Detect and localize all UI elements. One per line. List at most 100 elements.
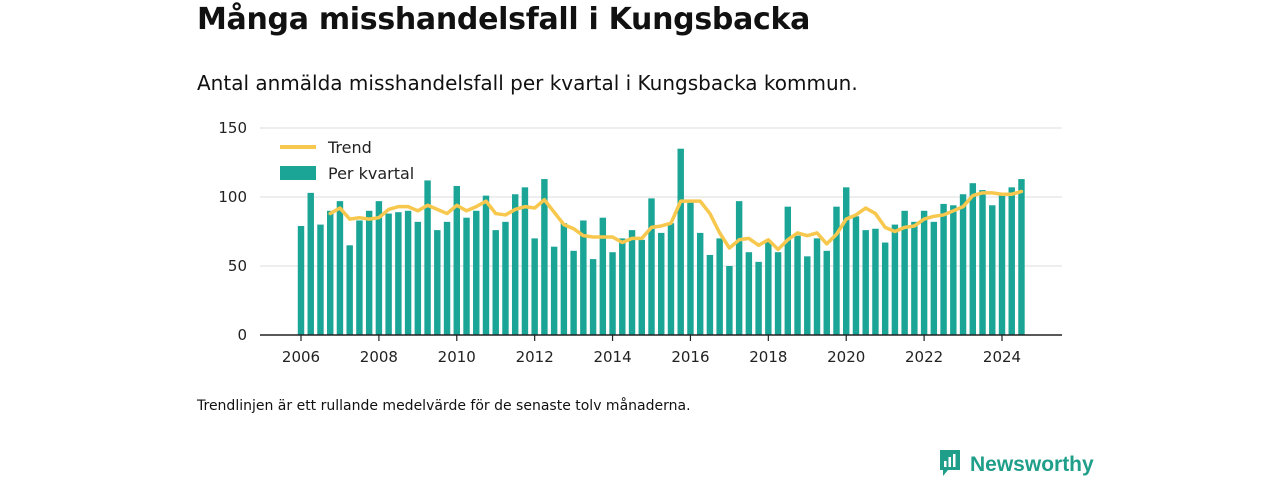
bar [969, 183, 977, 335]
legend: Trend Per kvartal [280, 138, 414, 183]
bar [765, 241, 772, 335]
x-tick-label: 2006 [282, 348, 320, 366]
bar [920, 210, 928, 335]
bar [930, 221, 938, 335]
bar [443, 221, 451, 335]
bar [862, 230, 869, 335]
bar [774, 252, 782, 335]
bar [667, 223, 675, 335]
bar [901, 210, 908, 335]
bar [619, 238, 626, 335]
bar [940, 203, 947, 335]
footnote: Trendlinjen är ett rullande medelvärde f… [197, 398, 691, 414]
axes: 0 50 100 150 2006 2008 2010 2012 2014 2016 2018 202… [218, 119, 1062, 366]
x-tick-label: 2016 [671, 348, 709, 366]
bar [580, 220, 587, 335]
bar [823, 250, 830, 335]
bar [307, 192, 314, 335]
bar [726, 266, 733, 335]
bar [950, 205, 957, 335]
bar [833, 206, 840, 335]
bar-series [297, 148, 1025, 335]
bar [735, 201, 743, 335]
bar [1008, 187, 1015, 335]
quarterly-assault-chart: 0 50 100 150 2006 2008 2010 2012 2014 2016 2018 202… [218, 119, 1062, 366]
bar [648, 198, 655, 335]
bar [852, 216, 860, 335]
bar [638, 239, 645, 335]
bar [755, 261, 762, 335]
bar [560, 223, 568, 335]
x-tick-label: 2024 [983, 348, 1021, 366]
bar [541, 179, 548, 335]
bar [346, 245, 353, 335]
newsworthy-logo-icon [938, 448, 962, 482]
brand-logo[interactable]: Newsworthy [938, 450, 1094, 480]
brand-name: Newsworthy [970, 453, 1094, 476]
trend-line [328, 189, 1024, 252]
bar [998, 192, 1006, 335]
bar [843, 187, 850, 335]
bar [891, 224, 899, 335]
chart-title: Många misshandelsfall i Kungsbacka [197, 2, 811, 37]
bar [589, 259, 597, 335]
bar [473, 210, 480, 335]
bar [414, 221, 422, 335]
bar [599, 217, 607, 335]
bar [706, 254, 714, 335]
bar [959, 194, 967, 335]
bar [375, 201, 383, 335]
bar [804, 256, 811, 335]
x-tick-label: 2012 [516, 348, 554, 366]
y-tick-label: 150 [218, 119, 247, 137]
x-tick-label: 2008 [360, 348, 398, 366]
bar [463, 217, 470, 335]
chart-subtitle: Antal anmälda misshandelsfall per kvarta… [197, 71, 858, 95]
bar [550, 246, 558, 335]
bar [881, 242, 889, 335]
legend-bars-swatch [280, 166, 316, 180]
bar [521, 187, 529, 335]
bar [502, 221, 509, 335]
bar [794, 235, 801, 335]
bar [570, 250, 577, 335]
bar [609, 252, 616, 335]
bar [385, 213, 392, 335]
bar [434, 230, 441, 335]
bar [745, 252, 753, 335]
trend-series [328, 189, 1024, 252]
bar [677, 148, 684, 335]
bar [687, 202, 694, 335]
y-tick-label: 100 [218, 188, 247, 206]
x-tick-label: 2010 [438, 348, 476, 366]
bar [979, 190, 986, 335]
bar [336, 201, 344, 335]
bar [628, 230, 636, 335]
legend-trend-label: Trend [327, 138, 372, 157]
bar [696, 232, 704, 335]
bar [511, 194, 519, 335]
bar [327, 210, 334, 335]
bar [813, 238, 821, 335]
bar [531, 238, 538, 335]
bar [356, 220, 363, 335]
y-tick-label: 0 [237, 326, 247, 344]
y-tick-label: 50 [228, 257, 247, 275]
x-tick-label: 2022 [905, 348, 943, 366]
bar [424, 180, 431, 335]
bar [404, 210, 412, 335]
bar [872, 228, 879, 335]
bar [482, 195, 490, 335]
bar [911, 221, 918, 335]
bar [1018, 179, 1025, 335]
bar [989, 205, 996, 335]
bar [297, 225, 305, 335]
bar [716, 238, 723, 335]
legend-bars-label: Per kvartal [328, 164, 414, 183]
bar [658, 232, 665, 335]
bar [492, 230, 499, 335]
bar [317, 224, 324, 335]
x-tick-label: 2014 [593, 348, 631, 366]
bar [784, 206, 792, 335]
x-tick-label: 2018 [749, 348, 787, 366]
